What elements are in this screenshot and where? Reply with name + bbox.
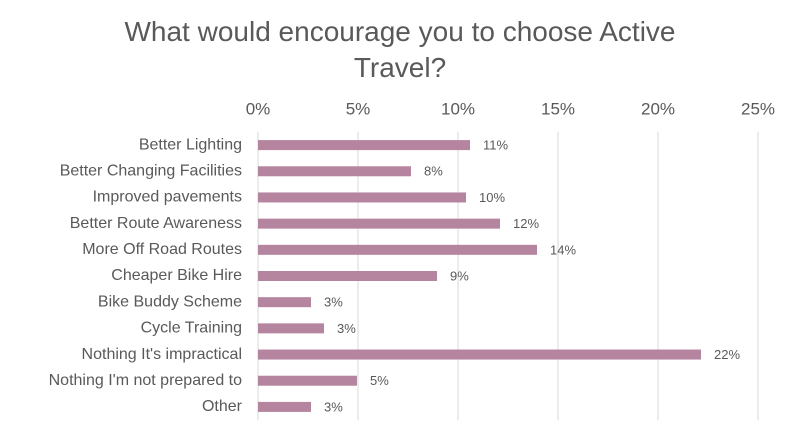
bar <box>258 244 537 255</box>
value-label: 3% <box>324 295 343 310</box>
chart-title: What would encourage you to choose Activ… <box>124 16 676 83</box>
y-tick-label: Better Route Awareness <box>70 215 242 232</box>
value-label: 8% <box>424 164 443 179</box>
y-tick-label: Bike Buddy Scheme <box>98 293 242 310</box>
bar <box>258 166 411 177</box>
value-label: 12% <box>513 216 539 231</box>
bar <box>258 349 701 360</box>
y-tick-label: Other <box>202 398 243 415</box>
bar <box>258 218 500 229</box>
y-tick-label: Better Changing Facilities <box>60 162 242 179</box>
y-tick-label: Nothing It's impractical <box>82 346 242 363</box>
value-label: 3% <box>337 321 356 336</box>
y-tick-label: Improved pavements <box>93 189 242 206</box>
value-label: 10% <box>479 190 505 205</box>
x-tick-label: 10% <box>441 99 475 118</box>
y-tick-label: Cheaper Bike Hire <box>111 267 242 284</box>
value-label: 14% <box>550 242 576 257</box>
value-label: 9% <box>450 268 469 283</box>
bar <box>258 375 357 386</box>
x-tick-label: 5% <box>346 99 371 118</box>
y-tick-label: Cycle Training <box>141 320 242 337</box>
y-tick-label: Nothing I'm not prepared to <box>49 372 242 389</box>
bar <box>258 192 466 203</box>
x-tick-label: 0% <box>246 99 271 118</box>
bar <box>258 297 311 308</box>
bar <box>258 323 324 334</box>
bar <box>258 271 437 281</box>
value-label: 3% <box>324 399 343 414</box>
value-label: 22% <box>714 347 740 362</box>
bar <box>258 401 311 412</box>
x-tick-label: 25% <box>741 99 775 118</box>
x-tick-label: 20% <box>641 99 675 118</box>
value-label: 11% <box>483 138 508 153</box>
x-tick-label: 15% <box>541 99 575 118</box>
bar <box>258 140 470 151</box>
value-label: 5% <box>370 373 389 388</box>
y-tick-label: Better Lighting <box>139 136 242 153</box>
y-tick-label: More Off Road Routes <box>82 241 242 258</box>
